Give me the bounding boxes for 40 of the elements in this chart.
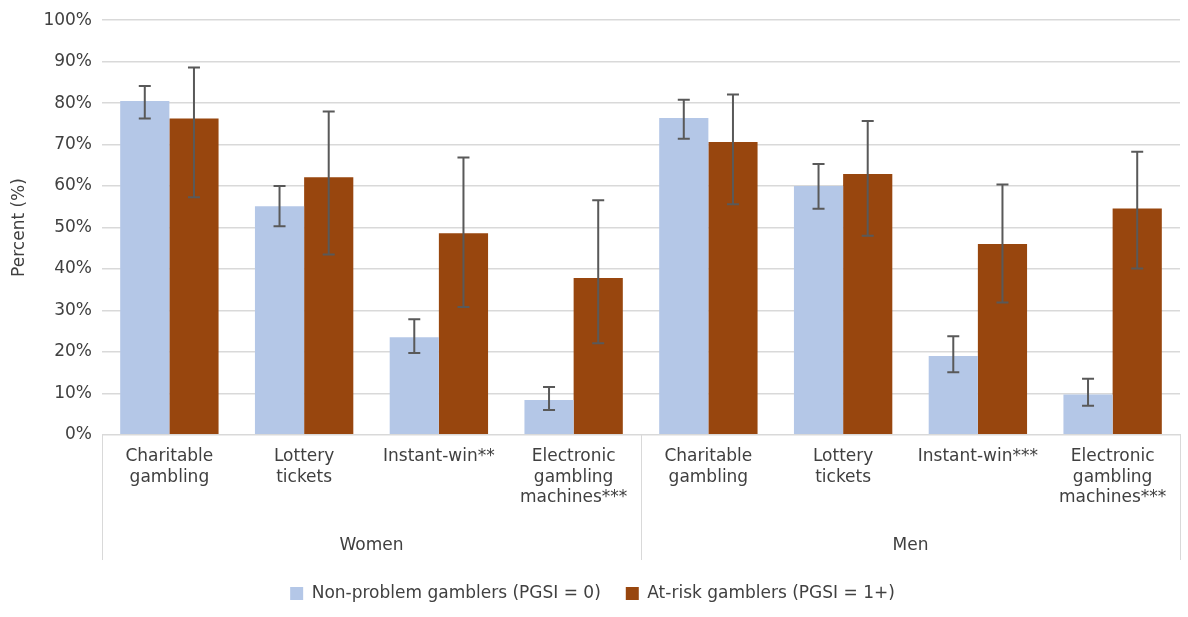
x-tick-label: Instant-win** xyxy=(383,445,495,466)
x-tick-label: Lottery tickets xyxy=(812,445,874,486)
text: Men xyxy=(892,534,929,555)
text: Women xyxy=(339,534,404,555)
y-tick-label: 30% xyxy=(54,298,92,319)
y-axis-title: Percent (%) xyxy=(7,178,28,277)
x-tick-label: Electronic gambling machines*** xyxy=(519,445,628,507)
x-tick-label: Lottery tickets xyxy=(273,445,335,486)
x-tick-label: Charitable gambling xyxy=(125,445,214,486)
bar xyxy=(659,118,709,435)
y-tick-label: 0% xyxy=(65,423,92,444)
y-tick-label: 20% xyxy=(54,340,92,361)
bar xyxy=(120,101,170,435)
y-tick-label: 10% xyxy=(54,381,92,402)
bar xyxy=(389,337,439,435)
y-tick-label: 80% xyxy=(54,91,92,112)
legend-label: At-risk gamblers (PGSI = 1+) xyxy=(647,581,895,602)
bar xyxy=(169,118,219,435)
bar xyxy=(928,356,978,435)
bar xyxy=(1112,208,1162,435)
y-tick-label: 100% xyxy=(43,8,92,29)
x-tick-label: Charitable gambling xyxy=(664,445,753,486)
y-tick-label: 50% xyxy=(54,215,92,236)
y-tick-label: 70% xyxy=(54,133,92,153)
bar xyxy=(708,142,758,435)
bar xyxy=(254,206,305,435)
bar xyxy=(573,278,623,435)
legend-label: Non-problem gamblers (PGSI = 0) xyxy=(311,581,601,602)
y-tick-label: 40% xyxy=(54,257,92,278)
bar xyxy=(438,233,489,435)
x-tick-label: Instant-win*** xyxy=(917,445,1038,466)
bar xyxy=(843,174,893,435)
bar xyxy=(793,186,844,435)
y-tick-label: 90% xyxy=(54,50,92,71)
bar xyxy=(977,244,1028,435)
bar xyxy=(524,399,574,435)
bar xyxy=(304,177,354,435)
y-tick-label: 60% xyxy=(54,174,92,195)
x-tick-label: Electronic gambling machines*** xyxy=(1058,445,1167,507)
bar xyxy=(1063,394,1113,435)
